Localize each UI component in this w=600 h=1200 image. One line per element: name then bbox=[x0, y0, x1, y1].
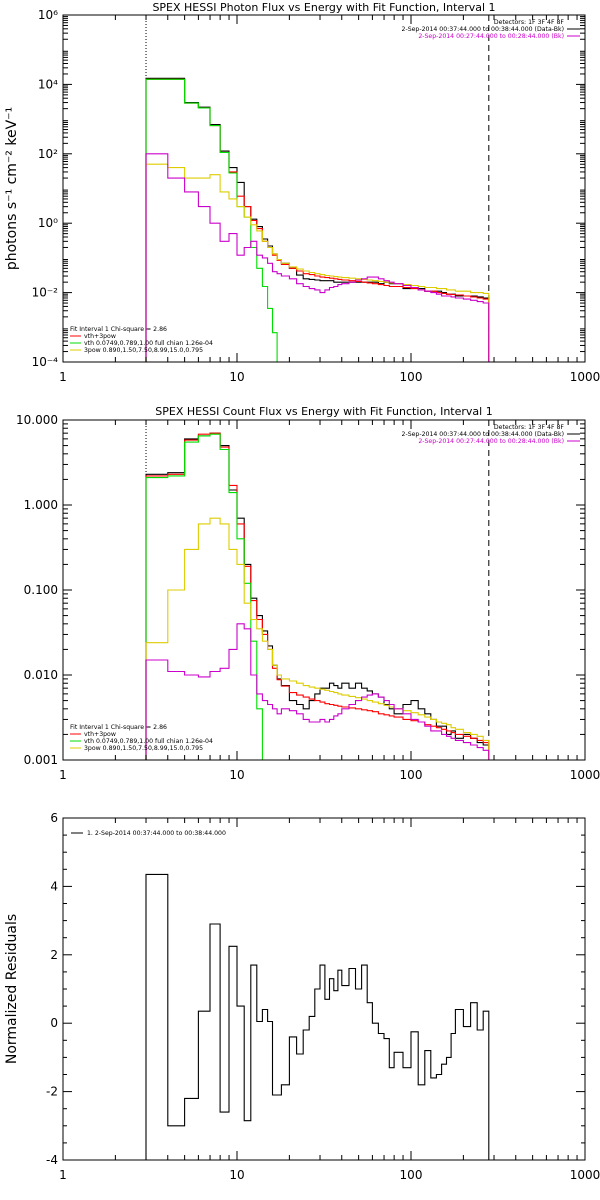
count-legend-top-right-text: 2-Sep-2014 00:27:44.000 to 00:28:44.000 … bbox=[418, 438, 564, 445]
photon-legend-top-right-text: 2-Sep-2014 00:37:44.000 to 00:38:44.000 … bbox=[402, 26, 564, 33]
panels: SPEX HESSI Photon Flux vs Energy with Fi… bbox=[4, 1, 600, 1182]
count-legend-bottom-left-text: vth 0.0749,0.789,1.00 full chian 1.26e-0… bbox=[84, 738, 213, 745]
count-x-tick-label: 100 bbox=[400, 768, 423, 782]
photon-legend-top-right-text: Detectors: 1F 3F 4F 8F bbox=[494, 19, 565, 26]
photon-x-tick-label: 10 bbox=[229, 370, 244, 384]
count-legend-top-right-text: Detectors: 1F 3F 4F 8F bbox=[494, 424, 565, 431]
residuals-legend-top-left-text: 1. 2-Sep-2014 00:37:44.000 to 00:38:44.0… bbox=[87, 830, 226, 837]
count-x-tick-label: 10 bbox=[229, 768, 244, 782]
photon-series-fit bbox=[145, 78, 490, 362]
photon-y-tick-label: 10⁶ bbox=[38, 8, 58, 22]
count-y-tick-label: 10.000 bbox=[16, 413, 58, 427]
residuals-x-tick-label: 1 bbox=[59, 1168, 67, 1182]
count-panel: SPEX HESSI Count Flux vs Energy with Fit… bbox=[16, 405, 600, 782]
count-legend-bottom-left-text: Fit Interval 1 Chi-square = 2.86 bbox=[70, 724, 167, 731]
residuals-y-tick-label: 0 bbox=[50, 1016, 58, 1030]
photon-legend-bottom-left-text: vth+3pow bbox=[84, 333, 116, 340]
residuals-series-group bbox=[145, 873, 490, 1160]
photon-series-group bbox=[145, 77, 490, 362]
count-series-bk bbox=[145, 623, 490, 760]
photon-x-tick-label: 1 bbox=[59, 370, 67, 384]
photon-axes-frame bbox=[62, 14, 586, 363]
count-x-tick-label: 1 bbox=[59, 768, 67, 782]
count-title: SPEX HESSI Count Flux vs Energy with Fit… bbox=[155, 405, 492, 418]
photon-x-tick-label: 1000 bbox=[570, 370, 600, 384]
photon-panel: SPEX HESSI Photon Flux vs Energy with Fi… bbox=[4, 1, 600, 384]
residuals-y-tick-label: -2 bbox=[46, 1085, 58, 1099]
photon-series-pow bbox=[145, 163, 490, 362]
count-y-tick-label: 0.010 bbox=[24, 668, 58, 682]
photon-x-tick-label: 100 bbox=[400, 370, 423, 384]
count-legend-top-right-text: 2-Sep-2014 00:37:44.000 to 00:38:44.000 … bbox=[402, 431, 564, 438]
count-series-vth bbox=[145, 433, 263, 760]
photon-legend-bottom-left-text: vth 0.0749,0.789,1.00 full chian 1.26e-0… bbox=[84, 340, 213, 347]
count-legend-bottom-left-text: vth+3pow bbox=[84, 731, 116, 738]
photon-y-tick-label: 10⁻⁴ bbox=[32, 355, 59, 369]
photon-legend-bottom-left-text: 3pow 0.890,1.50,7.50,8.99,15.0,0.795 bbox=[84, 347, 203, 354]
photon-series-bk bbox=[145, 153, 490, 362]
photon-title: SPEX HESSI Photon Flux vs Energy with Fi… bbox=[152, 1, 495, 14]
residuals-x-tick-label: 100 bbox=[400, 1168, 423, 1182]
count-series-pow bbox=[145, 517, 490, 760]
photon-y-tick-label: 10² bbox=[38, 147, 58, 161]
count-legend-bottom-left-text: 3pow 0.890,1.50,7.50,8.99,15.0,0.795 bbox=[84, 745, 203, 752]
residuals-x-tick-label: 1000 bbox=[570, 1168, 600, 1182]
residuals-y-tick-label: 6 bbox=[50, 811, 58, 825]
photon-legend-bottom-left-text: Fit Interval 1 Chi-square = 2.86 bbox=[70, 326, 167, 333]
photon-y-tick-label: 10⁻² bbox=[32, 286, 59, 300]
photon-y-tick-label: 10⁰ bbox=[38, 216, 58, 230]
count-series-group bbox=[145, 432, 490, 760]
count-y-tick-label: 1.000 bbox=[24, 498, 58, 512]
photon-series-data bbox=[145, 77, 490, 362]
residuals-y-tick-label: -4 bbox=[46, 1153, 58, 1167]
residuals-y-tick-label: 2 bbox=[50, 948, 58, 962]
count-y-tick-label: 0.100 bbox=[24, 583, 58, 597]
residuals-x-tick-label: 10 bbox=[229, 1168, 244, 1182]
photon-y-tick-label: 10⁴ bbox=[38, 77, 58, 91]
residuals-panel: 1 10 100 1000 -4 -2 0 2 4 6 Normalized Residuals 1.… bbox=[4, 811, 600, 1182]
count-x-tick-label: 1000 bbox=[570, 768, 600, 782]
photon-y-axis-label: photons s⁻¹ cm⁻² keV⁻¹ bbox=[4, 107, 20, 270]
photon-legend-top-right-text: 2-Sep-2014 00:27:44.000 to 00:28:44.000 … bbox=[418, 33, 564, 40]
residuals-series-residual bbox=[145, 873, 490, 1160]
residuals-y-axis-label: Normalized Residuals bbox=[4, 914, 20, 1064]
count-y-tick-label: 0.001 bbox=[24, 753, 58, 767]
residuals-y-tick-label: 4 bbox=[50, 879, 58, 893]
